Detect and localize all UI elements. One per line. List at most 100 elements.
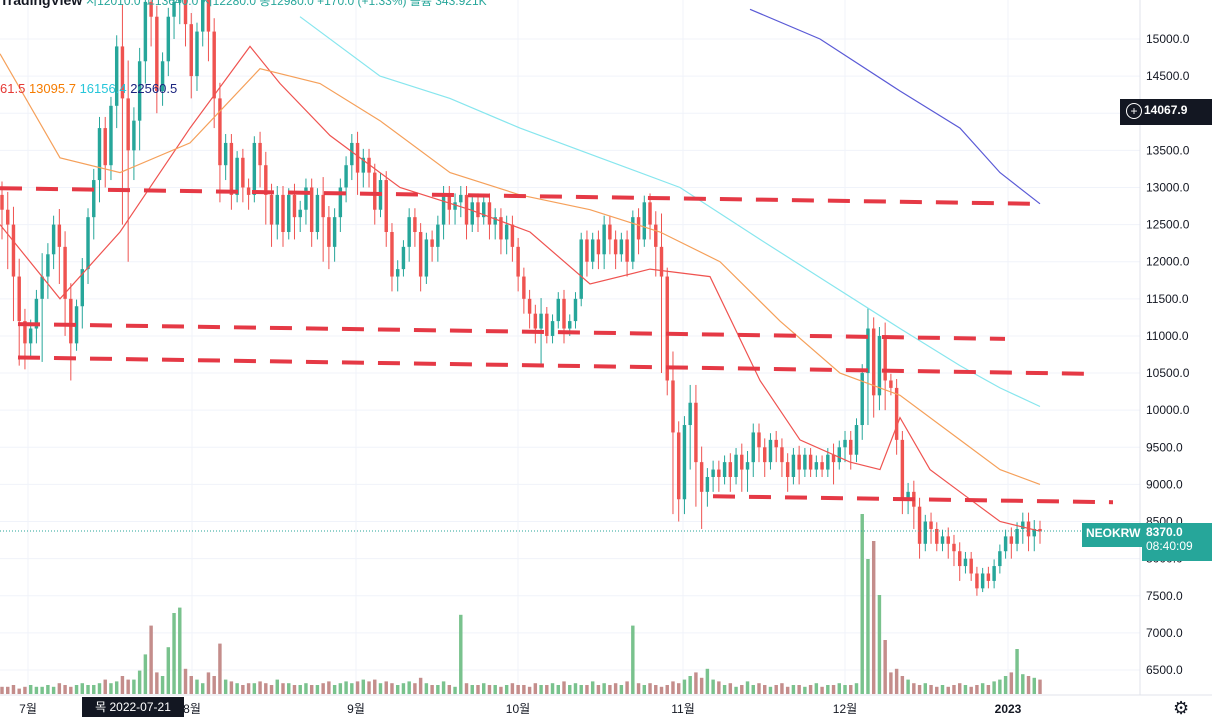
candle-body bbox=[952, 543, 956, 552]
volume-bar bbox=[120, 676, 125, 694]
volume-bar bbox=[200, 683, 205, 694]
volume-bar bbox=[453, 686, 457, 694]
candle-body bbox=[80, 269, 85, 307]
volume-bar bbox=[459, 614, 463, 694]
volume-bar bbox=[556, 685, 560, 694]
candle-body bbox=[464, 194, 469, 225]
moving-average-line bbox=[0, 45, 1041, 532]
candle-body bbox=[332, 217, 337, 247]
candle-body bbox=[103, 128, 107, 166]
volume-bar bbox=[361, 679, 366, 694]
symbol-label: NEOKRW bbox=[1082, 523, 1144, 547]
volume-bar bbox=[223, 679, 228, 694]
volume-bar bbox=[705, 668, 710, 694]
volume-bar bbox=[195, 679, 199, 694]
volume-bar bbox=[292, 685, 297, 694]
candle-body bbox=[579, 239, 583, 299]
candle-body bbox=[894, 387, 899, 440]
candle-body bbox=[436, 224, 440, 247]
candle-body bbox=[92, 180, 96, 218]
candle-body bbox=[51, 224, 56, 255]
price-axis[interactable]: 6500.07000.07500.08000.08500.09000.09500… bbox=[1146, 32, 1190, 677]
bar-countdown: 08:40:09 bbox=[1146, 539, 1193, 553]
volume-bar bbox=[97, 683, 102, 694]
candle-body bbox=[499, 217, 503, 240]
crosshair-price-label[interactable]: + 14067.9 bbox=[1120, 99, 1212, 125]
volume-bar bbox=[413, 683, 417, 694]
candle-body bbox=[132, 120, 136, 151]
time-axis[interactable]: 7월 8월 9월 10월 11월 12월 2023 bbox=[19, 702, 1022, 716]
volume-bar bbox=[654, 685, 658, 694]
candle-body bbox=[510, 224, 515, 247]
candle-body bbox=[745, 462, 750, 470]
candle-body bbox=[711, 469, 715, 477]
candle-body bbox=[1032, 528, 1036, 537]
candle-body bbox=[97, 128, 102, 181]
volume-bar bbox=[510, 683, 515, 694]
last-price-label: 8370.0 08:40:09 bbox=[1142, 523, 1212, 561]
volume-bar bbox=[917, 685, 922, 694]
volume-bar bbox=[63, 685, 67, 694]
candle-body bbox=[877, 335, 882, 396]
candle-body bbox=[992, 566, 996, 581]
volume-bar bbox=[0, 686, 4, 694]
candle-body bbox=[659, 246, 664, 277]
volume-bar bbox=[940, 685, 945, 694]
volume-bar bbox=[51, 686, 56, 694]
candle-body bbox=[608, 224, 612, 240]
volume-bar bbox=[367, 681, 371, 694]
volume-bar bbox=[69, 686, 73, 694]
candle-body bbox=[831, 454, 836, 463]
gear-icon[interactable]: ⚙ bbox=[1173, 698, 1190, 718]
moving-average-line bbox=[749, 8, 1041, 205]
volume-bar bbox=[843, 685, 847, 694]
volume-bar bbox=[728, 683, 733, 694]
volume-bar bbox=[774, 685, 778, 694]
volume-bar bbox=[522, 685, 526, 694]
candle-body bbox=[676, 432, 681, 500]
volume-bar bbox=[218, 643, 222, 694]
volume-bar bbox=[395, 685, 400, 694]
volume-bar bbox=[763, 685, 767, 694]
volume-bar bbox=[46, 685, 50, 694]
volume-bar bbox=[327, 681, 331, 694]
candle-body bbox=[430, 239, 434, 247]
candle-body bbox=[522, 276, 526, 299]
candle-body bbox=[923, 521, 928, 544]
time-tick-label: 9월 bbox=[347, 702, 365, 716]
candle-body bbox=[287, 194, 291, 233]
candle-body bbox=[252, 142, 257, 195]
volume-bar bbox=[373, 679, 377, 694]
candle-body bbox=[980, 573, 985, 589]
moving-average-line bbox=[299, 16, 1041, 408]
candle-body bbox=[235, 157, 239, 195]
candle-body bbox=[178, 0, 182, 2]
volume-bar bbox=[470, 685, 474, 694]
volume-bar bbox=[132, 679, 136, 694]
candle-body bbox=[309, 187, 314, 233]
volume-bar bbox=[734, 686, 738, 694]
volume-bar bbox=[900, 676, 905, 694]
volume-bar bbox=[952, 685, 956, 694]
volume-bar bbox=[866, 559, 870, 694]
candle-body bbox=[1038, 528, 1042, 532]
candle-body bbox=[665, 276, 669, 381]
volume-bar bbox=[820, 686, 824, 694]
volume-bar bbox=[613, 683, 618, 694]
volume-bar bbox=[504, 685, 509, 694]
plus-icon[interactable]: + bbox=[1126, 103, 1142, 119]
candle-body bbox=[1015, 528, 1019, 544]
candle-body bbox=[734, 454, 738, 477]
volume-bar bbox=[751, 685, 755, 694]
candle-body bbox=[820, 462, 824, 470]
moving-average-lines bbox=[0, 8, 1041, 532]
candle-body bbox=[258, 142, 262, 166]
candle-body bbox=[327, 217, 331, 247]
price-tick-label: 15000.0 bbox=[1146, 32, 1190, 46]
candle-body bbox=[384, 180, 388, 233]
volume-bar bbox=[482, 683, 486, 694]
candle-body bbox=[114, 46, 119, 106]
price-tick-label: 13500.0 bbox=[1146, 143, 1190, 157]
volume-bar bbox=[487, 685, 492, 694]
